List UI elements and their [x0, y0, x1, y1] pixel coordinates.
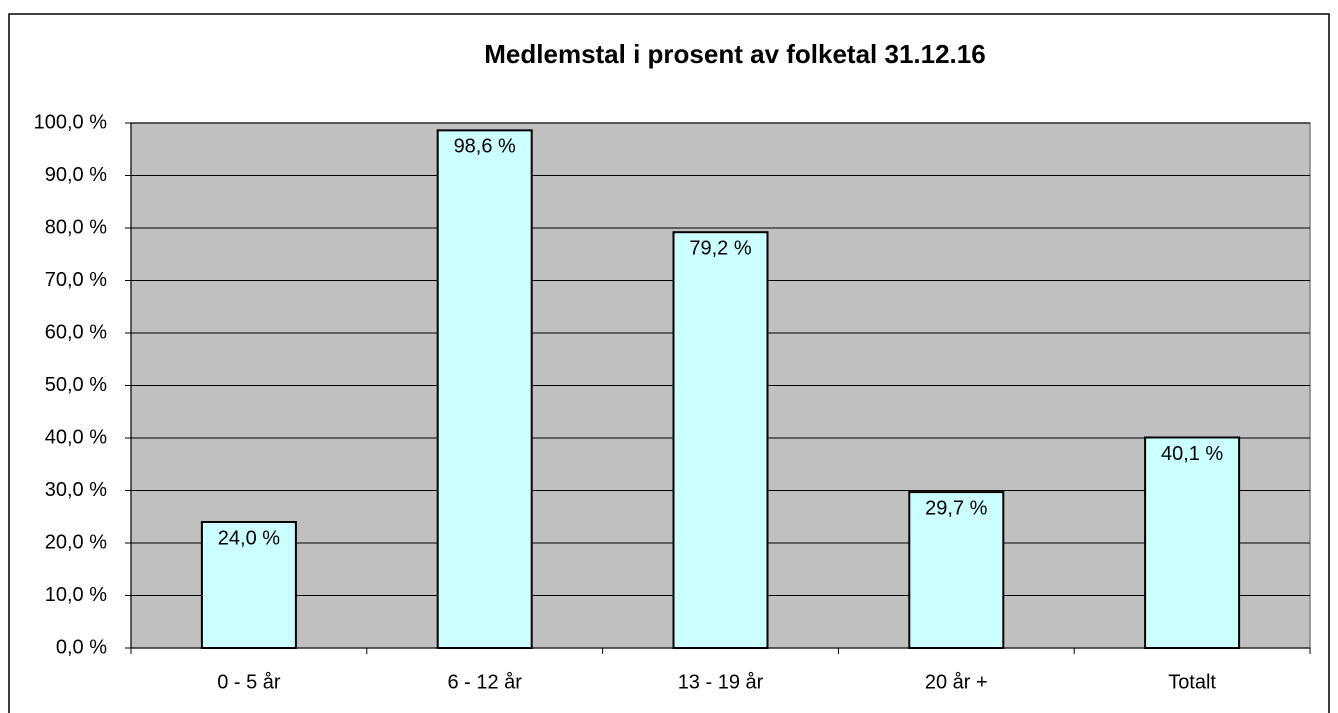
y-tick-label: 0,0 %: [56, 636, 107, 658]
data-label: 40,1 %: [1161, 443, 1223, 465]
chart-title: Medlemstal i prosent av folketal 31.12.1…: [484, 39, 985, 69]
data-label: 24,0 %: [218, 527, 280, 549]
data-label: 98,6 %: [454, 136, 516, 158]
bar: [672, 231, 769, 649]
y-tick-label: 20,0 %: [45, 531, 107, 553]
x-tick-label: 13 - 19 år: [678, 671, 764, 693]
bar: [1144, 436, 1241, 649]
data-label: 79,2 %: [689, 237, 751, 259]
y-tick-label: 60,0 %: [45, 321, 107, 343]
y-tick-label: 40,0 %: [45, 426, 107, 448]
y-tick-label: 100,0 %: [34, 111, 108, 133]
y-tick-label: 30,0 %: [45, 479, 107, 501]
x-tick-label: 6 - 12 år: [447, 671, 522, 693]
bar: [908, 491, 1005, 650]
y-tick-label: 10,0 %: [45, 584, 107, 606]
data-label: 29,7 %: [925, 497, 987, 519]
x-tick-label: 20 år +: [925, 671, 988, 693]
y-tick-label: 50,0 %: [45, 374, 107, 396]
y-tick-label: 90,0 %: [45, 164, 107, 186]
bar: [200, 521, 297, 649]
y-tick-label: 80,0 %: [45, 216, 107, 238]
x-tick-label: Totalt: [1168, 671, 1216, 693]
y-tick-label: 70,0 %: [45, 269, 107, 291]
bar: [436, 129, 533, 650]
x-tick-label: 0 - 5 år: [217, 671, 281, 693]
